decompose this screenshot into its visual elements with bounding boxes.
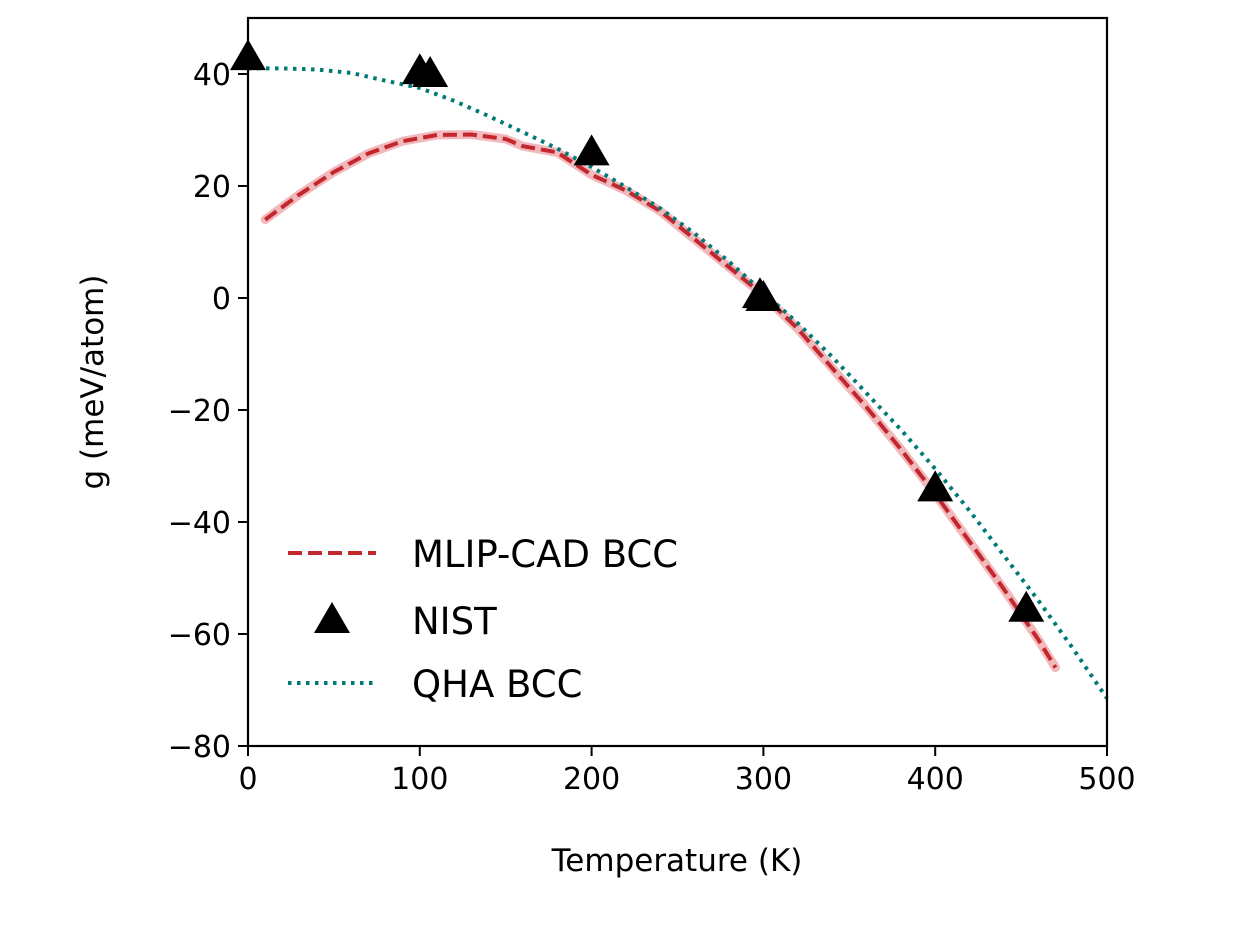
y-tick-label: −20 bbox=[168, 394, 231, 429]
y-tick-label: 20 bbox=[193, 170, 231, 205]
nist-point bbox=[1008, 590, 1045, 622]
nist-point bbox=[412, 56, 449, 87]
legend-swatch-nist bbox=[314, 602, 350, 633]
x-tick-label: 400 bbox=[907, 762, 964, 797]
x-tick-label: 500 bbox=[1078, 762, 1135, 797]
nist-point bbox=[573, 134, 610, 166]
y-tick-label: −80 bbox=[168, 730, 231, 765]
legend-label-qha-bcc: QHA BCC bbox=[412, 663, 582, 706]
plot-area bbox=[230, 39, 1109, 700]
y-axis: −80 −60 −40 −20 0 20 40 bbox=[168, 58, 248, 765]
legend: MLIP-CAD BCC NIST QHA BCC bbox=[288, 533, 678, 706]
axes-frame bbox=[246, 16, 1109, 748]
x-axis: 0 100 200 300 400 500 bbox=[238, 746, 1136, 797]
x-tick-label: 200 bbox=[563, 762, 620, 797]
x-axis-label: Temperature (K) bbox=[551, 843, 803, 879]
x-tick-label: 0 bbox=[238, 762, 257, 797]
nist-point bbox=[917, 470, 954, 502]
y-tick-label: 0 bbox=[212, 282, 231, 317]
x-tick-label: 300 bbox=[735, 762, 792, 797]
y-tick-label: −60 bbox=[168, 618, 231, 653]
x-tick-label: 100 bbox=[391, 762, 448, 797]
series-qha-bcc-line bbox=[248, 66, 1109, 700]
y-tick-label: −40 bbox=[168, 506, 231, 541]
legend-label-nist: NIST bbox=[412, 600, 497, 643]
legend-label-mlip-cad-bcc: MLIP-CAD BCC bbox=[412, 533, 678, 576]
y-axis-label: g (meV/atom) bbox=[75, 275, 111, 490]
y-tick-label: 40 bbox=[193, 58, 231, 93]
nist-point bbox=[745, 280, 782, 311]
